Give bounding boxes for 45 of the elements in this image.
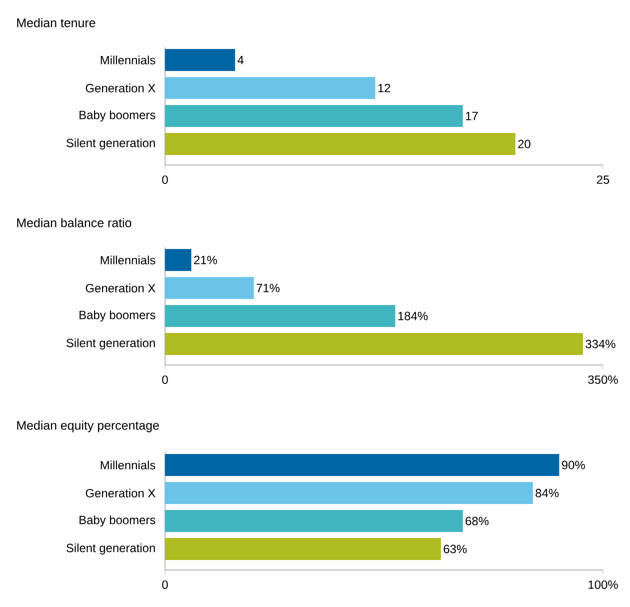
bar [165, 77, 376, 100]
chart-title: Median balance ratio [17, 218, 132, 228]
data-label: 20 [518, 140, 530, 148]
bar [165, 454, 560, 476]
data-label: 68% [466, 516, 489, 526]
data-label: 90% [562, 460, 585, 470]
x-tick-label: 0 [162, 375, 168, 384]
x-tick-label: 0 [162, 580, 168, 589]
y-tick-label: Silent generation [66, 138, 155, 150]
data-label: 63% [444, 544, 467, 554]
bar [165, 133, 516, 156]
bar [165, 333, 583, 356]
data-label: 71% [256, 284, 280, 292]
bar [165, 538, 441, 560]
bar [165, 482, 533, 504]
y-tick-label: Millennials [100, 256, 156, 264]
data-label: 334% [586, 340, 616, 348]
bar [165, 49, 236, 72]
y-tick-label: Millennials [100, 460, 156, 470]
text: Median tenure [17, 18, 96, 28]
bar [165, 305, 396, 328]
y-tick-label: Generation X [86, 284, 156, 292]
x-tick-label: 100% [588, 580, 618, 589]
data-label: 17 [466, 112, 478, 120]
y-tick-label: Millennials [100, 56, 156, 64]
data-label: 184% [398, 312, 428, 320]
y-tick-label: Baby boomers [80, 310, 156, 322]
data-label: 12 [378, 84, 390, 92]
data-label: 84% [536, 488, 559, 498]
data-label: 4 [238, 56, 244, 64]
y-tick-label: Silent generation [66, 338, 155, 350]
x-tick-label: 25 [596, 175, 610, 184]
y-tick-label: Silent generation [66, 543, 155, 555]
x-tick-label: 0 [162, 175, 168, 184]
y-tick-label: Baby boomers [80, 110, 156, 122]
y-tick-label: Baby boomers [80, 515, 156, 527]
data-label: 21% [194, 256, 217, 264]
y-tick-label: Generation X [86, 488, 156, 498]
y-tick-label: Generation X [86, 84, 156, 92]
bar [165, 510, 463, 532]
bar [165, 105, 463, 128]
x-tick-label: 350% [588, 375, 618, 384]
bar [165, 277, 254, 300]
bar [165, 249, 192, 272]
chart-title: Median equity percentage [17, 420, 159, 432]
